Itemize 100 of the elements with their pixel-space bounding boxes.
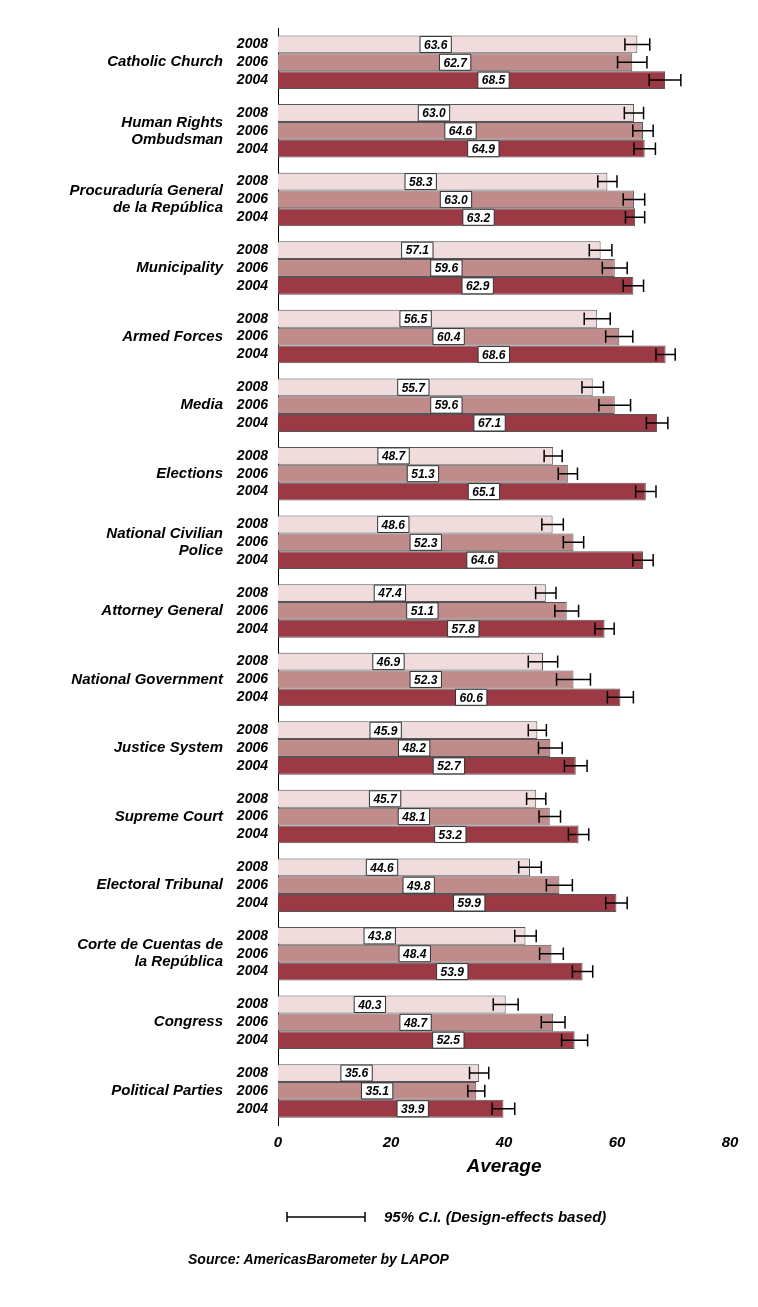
text: 2006 [236, 876, 268, 893]
data-label: 67.1 [477, 416, 502, 431]
text: 2004 [236, 756, 268, 773]
text: 2008 [236, 789, 268, 806]
text: 2006 [236, 1081, 268, 1098]
series-label: 2004 [235, 70, 269, 87]
y-tick-label: Catholic Church [107, 52, 223, 70]
text: 2006 [236, 1013, 268, 1030]
text: 2006 [236, 533, 268, 550]
text: 2008 [236, 172, 268, 189]
x-tick-label: 20 [381, 1133, 400, 1151]
data-label: 59.6 [434, 398, 459, 413]
data-label: 64.6 [448, 124, 473, 139]
source-note: Source: AmericasBarometer by LAPOP [188, 1251, 450, 1267]
data-label: 51.1 [410, 604, 435, 619]
y-tick-label: Attorney General [100, 601, 224, 619]
text: 2008 [236, 378, 268, 395]
data-label: 35.1 [365, 1084, 390, 1099]
data-label: 51.3 [411, 467, 435, 482]
text: 2006 [236, 121, 268, 138]
data-label: 63.0 [444, 192, 468, 207]
data-label: 52.3 [414, 672, 438, 687]
x-tick-label: 40 [494, 1133, 513, 1151]
data-label: 57.1 [405, 243, 430, 258]
text: 2008 [236, 103, 268, 120]
data-label: 46.9 [375, 654, 401, 669]
text: 2006 [236, 396, 268, 413]
text: 2004 [236, 893, 268, 910]
data-label: 57.8 [451, 622, 476, 637]
text: 95% C.I. (Design-effects based) [384, 1208, 607, 1225]
data-label: 49.8 [406, 878, 431, 893]
y-tick-label: Political Parties [111, 1081, 223, 1099]
data-label: 48.1 [401, 809, 426, 824]
data-label: 48.4 [402, 947, 427, 962]
y-tick-label: Municipality [136, 258, 224, 276]
data-label: 62.9 [466, 279, 490, 294]
text: 2004 [236, 825, 268, 842]
text: 2006 [236, 190, 268, 207]
text: 2004 [236, 1031, 268, 1048]
y-tick-label: Elections [156, 463, 223, 481]
x-axis-title: Average [465, 1154, 542, 1176]
data-label: 64.9 [471, 142, 496, 156]
data-label: 65.1 [472, 484, 496, 499]
y-tick-label: National Government [71, 669, 224, 687]
data-label: 63.0 [422, 106, 446, 121]
text: 2006 [236, 670, 268, 687]
data-label: 48.7 [380, 449, 407, 464]
data-label: 60.6 [459, 690, 484, 705]
text: 2004 [236, 482, 268, 499]
text: 2008 [236, 309, 268, 326]
data-label: 68.5 [481, 73, 506, 88]
text: 2004 [236, 1099, 268, 1116]
data-label: 45.9 [372, 723, 398, 738]
y-tick-label: Congress [153, 1012, 223, 1030]
text: 2006 [236, 327, 268, 344]
data-label: 62.7 [443, 55, 469, 70]
y-tick-label: Corte de Cuentas de la República [77, 935, 223, 970]
y-tick-label: Electoral Tribunal [96, 875, 224, 893]
x-tick-label: 0 [273, 1133, 283, 1151]
data-label: 64.6 [470, 553, 495, 568]
text: 2004 [236, 345, 268, 362]
text: 2004 [236, 208, 268, 225]
data-label: 47.4 [377, 586, 402, 601]
data-label: 56.5 [403, 312, 428, 327]
data-label: 53.9 [440, 964, 465, 979]
text: 2004 [236, 276, 268, 293]
data-label: 35.6 [344, 1066, 369, 1081]
data-label: 53.2 [438, 827, 463, 842]
series-label: 2006 [235, 53, 269, 70]
y-tick-label: Supreme Court [114, 806, 224, 824]
data-label: 63.6 [423, 37, 448, 52]
data-label: 44.6 [369, 860, 394, 875]
text: 2006 [236, 258, 268, 275]
text: 2006 [236, 738, 268, 755]
text: 2006 [236, 601, 268, 618]
data-label: 55.7 [401, 380, 427, 395]
data-label: 48.2 [401, 741, 427, 756]
y-tick-label: Procuraduría General de la República [69, 181, 224, 216]
data-label: 68.6 [482, 347, 506, 362]
text: 2008 [236, 858, 268, 875]
data-label: 43.8 [367, 929, 392, 944]
data-label: 58.3 [409, 174, 433, 189]
y-tick-label: Justice System [113, 738, 223, 756]
data-label: 59.6 [434, 261, 459, 276]
data-label: 59.9 [457, 896, 482, 911]
text: 2004 [236, 962, 268, 979]
text: 2006 [236, 944, 268, 961]
series-label: 2008 [235, 35, 269, 52]
text: 2008 [236, 721, 268, 738]
text: 2006 [236, 464, 268, 481]
text: 2006 [236, 807, 268, 824]
text: 2004 [236, 139, 268, 156]
text: 2008 [236, 652, 268, 669]
data-label: 48.7 [402, 1015, 429, 1030]
y-tick-label: Human Rights Ombudsman [121, 112, 223, 147]
text: 2004 [236, 688, 268, 705]
data-label: 39.9 [401, 1102, 425, 1117]
y-tick-label: Armed Forces [121, 326, 223, 344]
data-label: 52.7 [437, 759, 462, 774]
data-label: 40.3 [357, 997, 382, 1012]
